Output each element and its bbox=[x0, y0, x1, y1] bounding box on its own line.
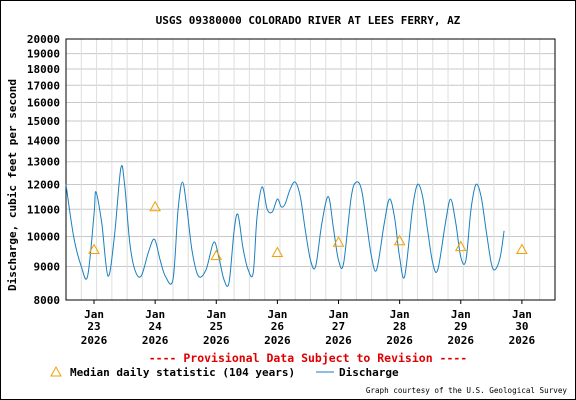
median-marker-triangle bbox=[393, 234, 406, 246]
legend-triangle-icon bbox=[50, 365, 62, 377]
median-marker-triangle bbox=[210, 249, 223, 261]
x-tick-day: 26 bbox=[271, 320, 285, 333]
x-tick-day: 27 bbox=[332, 320, 345, 333]
x-tick-year: 2026 bbox=[509, 334, 536, 347]
median-marker-triangle bbox=[332, 236, 345, 247]
x-tick-month: Jan bbox=[206, 308, 226, 321]
x-tick-month: Jan bbox=[329, 308, 349, 321]
plot-area-border bbox=[65, 38, 556, 301]
x-tick-year: 2026 bbox=[448, 334, 475, 347]
x-tick-month: Jan bbox=[390, 308, 410, 321]
median-marker-triangle bbox=[149, 200, 161, 212]
x-tick-labels: Jan232026Jan242026Jan252026Jan262026Jan2… bbox=[81, 308, 536, 347]
x-tick-day: 25 bbox=[210, 320, 223, 333]
provisional-notice: ---- Provisional Data Subject to Revisio… bbox=[149, 351, 468, 365]
legend-discharge-label: Discharge bbox=[339, 366, 399, 379]
x-tick-year: 2026 bbox=[81, 334, 108, 347]
x-tick-year: 2026 bbox=[142, 334, 169, 347]
y-axis-label: Discharge, cubic feet per second bbox=[6, 79, 19, 291]
median-markers bbox=[88, 200, 528, 261]
x-tick-month: Jan bbox=[145, 308, 165, 321]
x-tick-year: 2026 bbox=[203, 334, 230, 347]
y-tick-label: 11000 bbox=[27, 203, 60, 216]
y-tick-label: 14000 bbox=[27, 135, 60, 148]
median-marker-triangle bbox=[454, 240, 467, 252]
x-tick-year: 2026 bbox=[386, 334, 413, 347]
chart-title: USGS 09380000 COLORADO RIVER AT LEES FER… bbox=[156, 14, 461, 27]
y-tick-label: 17000 bbox=[27, 79, 60, 92]
y-tick-label: 12000 bbox=[27, 179, 60, 192]
x-tick-day: 23 bbox=[87, 320, 100, 333]
x-tick-year: 2026 bbox=[325, 334, 352, 347]
discharge-series-line bbox=[65, 165, 505, 287]
y-tick-label: 10000 bbox=[27, 230, 60, 243]
x-tick-year: 2026 bbox=[264, 334, 291, 347]
x-tick-day: 28 bbox=[393, 320, 406, 333]
median-marker-triangle bbox=[516, 243, 528, 255]
x-tick-day: 24 bbox=[149, 320, 163, 333]
y-tick-label: 9000 bbox=[34, 260, 61, 273]
grid bbox=[66, 38, 555, 304]
y-tick-label: 8000 bbox=[34, 294, 61, 307]
median-marker-triangle bbox=[271, 246, 284, 258]
y-tick-label: 15000 bbox=[27, 115, 60, 128]
x-tick-month: Jan bbox=[84, 308, 104, 321]
x-tick-month: Jan bbox=[267, 308, 287, 321]
credit-text: Graph courtesy of the U.S. Geological Su… bbox=[366, 386, 568, 395]
y-tick-labels: 8000 9000 10000 11000 12000 13000 14000 15000 16… bbox=[27, 33, 60, 307]
x-tick-month: Jan bbox=[512, 308, 532, 321]
x-tick-day: 29 bbox=[454, 320, 467, 333]
y-tick-label: 18000 bbox=[27, 63, 60, 76]
legend-median-label: Median daily statistic (104 years) bbox=[70, 366, 295, 379]
median-marker-triangle bbox=[88, 243, 100, 255]
y-tick-label: 13000 bbox=[27, 156, 60, 169]
x-tick-month: Jan bbox=[451, 308, 471, 321]
y-tick-label: 19000 bbox=[27, 48, 60, 61]
x-tick-day: 30 bbox=[515, 320, 528, 333]
y-tick-label: 16000 bbox=[27, 97, 60, 110]
y-tick-label: 20000 bbox=[27, 33, 60, 46]
